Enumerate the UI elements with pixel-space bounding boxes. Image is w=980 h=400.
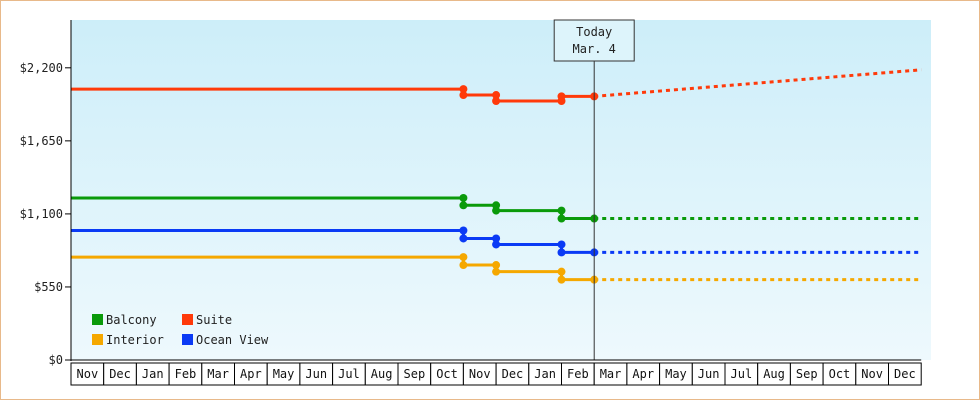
month-label: Sep bbox=[404, 367, 426, 381]
series-point-interior[interactable] bbox=[492, 261, 501, 270]
today-title: Today bbox=[576, 25, 612, 39]
month-label: Dec bbox=[894, 367, 916, 381]
month-label: Apr bbox=[240, 367, 262, 381]
series-point-suite[interactable] bbox=[459, 91, 468, 100]
legend-label-interior: Interior bbox=[106, 333, 164, 347]
legend-swatch-interior bbox=[92, 334, 103, 345]
y-tick-label: $0 bbox=[49, 353, 63, 367]
series-point-interior[interactable] bbox=[459, 253, 468, 262]
legend-swatch-ocean-view bbox=[182, 334, 193, 345]
series-point-ocean-view[interactable] bbox=[492, 240, 501, 249]
series-point-balcony[interactable] bbox=[557, 214, 566, 223]
month-cell bbox=[888, 362, 922, 386]
series-point-interior[interactable] bbox=[459, 261, 468, 270]
series-point-suite[interactable] bbox=[459, 85, 468, 94]
month-label: Sep bbox=[796, 367, 818, 381]
y-tick-label: $2,200 bbox=[20, 61, 63, 75]
series-point-balcony[interactable] bbox=[557, 206, 566, 215]
legend-label-ocean-view: Ocean View bbox=[196, 333, 269, 347]
month-label: Dec bbox=[502, 367, 524, 381]
series-point-ocean-view[interactable] bbox=[492, 234, 501, 243]
series-point-ocean-view[interactable] bbox=[459, 226, 468, 235]
series-point-interior[interactable] bbox=[492, 267, 501, 276]
series-point-balcony[interactable] bbox=[459, 193, 468, 202]
y-tick-label: $1,650 bbox=[20, 134, 63, 148]
month-label: Apr bbox=[632, 367, 654, 381]
legend-swatch-suite bbox=[182, 314, 193, 325]
series-point-suite[interactable] bbox=[492, 91, 501, 100]
today-date: Mar. 4 bbox=[573, 42, 616, 56]
series-point-ocean-view[interactable] bbox=[557, 240, 566, 249]
legend-label-balcony: Balcony bbox=[106, 313, 157, 327]
month-label: Nov bbox=[469, 367, 491, 381]
month-label: Nov bbox=[77, 367, 99, 381]
month-label: May bbox=[273, 367, 295, 381]
month-label: May bbox=[665, 367, 687, 381]
month-label: Oct bbox=[436, 367, 458, 381]
month-label: Jul bbox=[731, 367, 753, 381]
month-label: Aug bbox=[763, 367, 785, 381]
month-label: Mar bbox=[600, 367, 622, 381]
month-label: Jun bbox=[698, 367, 720, 381]
month-label: Dec bbox=[109, 367, 131, 381]
month-label: Jan bbox=[142, 367, 164, 381]
today-callout bbox=[553, 19, 635, 62]
plot-area bbox=[71, 20, 931, 360]
series-point-interior[interactable] bbox=[557, 275, 566, 284]
forecast-line-suite bbox=[594, 68, 922, 98]
month-label: Mar bbox=[207, 367, 229, 381]
series-point-ocean-view[interactable] bbox=[557, 248, 566, 257]
series-point-suite[interactable] bbox=[557, 92, 566, 101]
series-point-balcony[interactable] bbox=[492, 206, 501, 215]
month-label: Jul bbox=[338, 367, 360, 381]
legend-swatch-balcony bbox=[92, 314, 103, 325]
month-label: Aug bbox=[371, 367, 393, 381]
series-point-ocean-view[interactable] bbox=[459, 234, 468, 243]
month-label: Feb bbox=[175, 367, 197, 381]
y-tick-label: $1,100 bbox=[20, 207, 63, 221]
month-label: Jan bbox=[534, 367, 556, 381]
month-label: Jun bbox=[305, 367, 327, 381]
month-label: Oct bbox=[829, 367, 851, 381]
y-tick-label: $550 bbox=[34, 280, 63, 294]
series-point-suite[interactable] bbox=[492, 97, 501, 106]
month-label: Nov bbox=[861, 367, 883, 381]
month-label: Feb bbox=[567, 367, 589, 381]
series-point-balcony[interactable] bbox=[459, 201, 468, 210]
legend-label-suite: Suite bbox=[196, 313, 232, 327]
series-point-interior[interactable] bbox=[557, 267, 566, 276]
